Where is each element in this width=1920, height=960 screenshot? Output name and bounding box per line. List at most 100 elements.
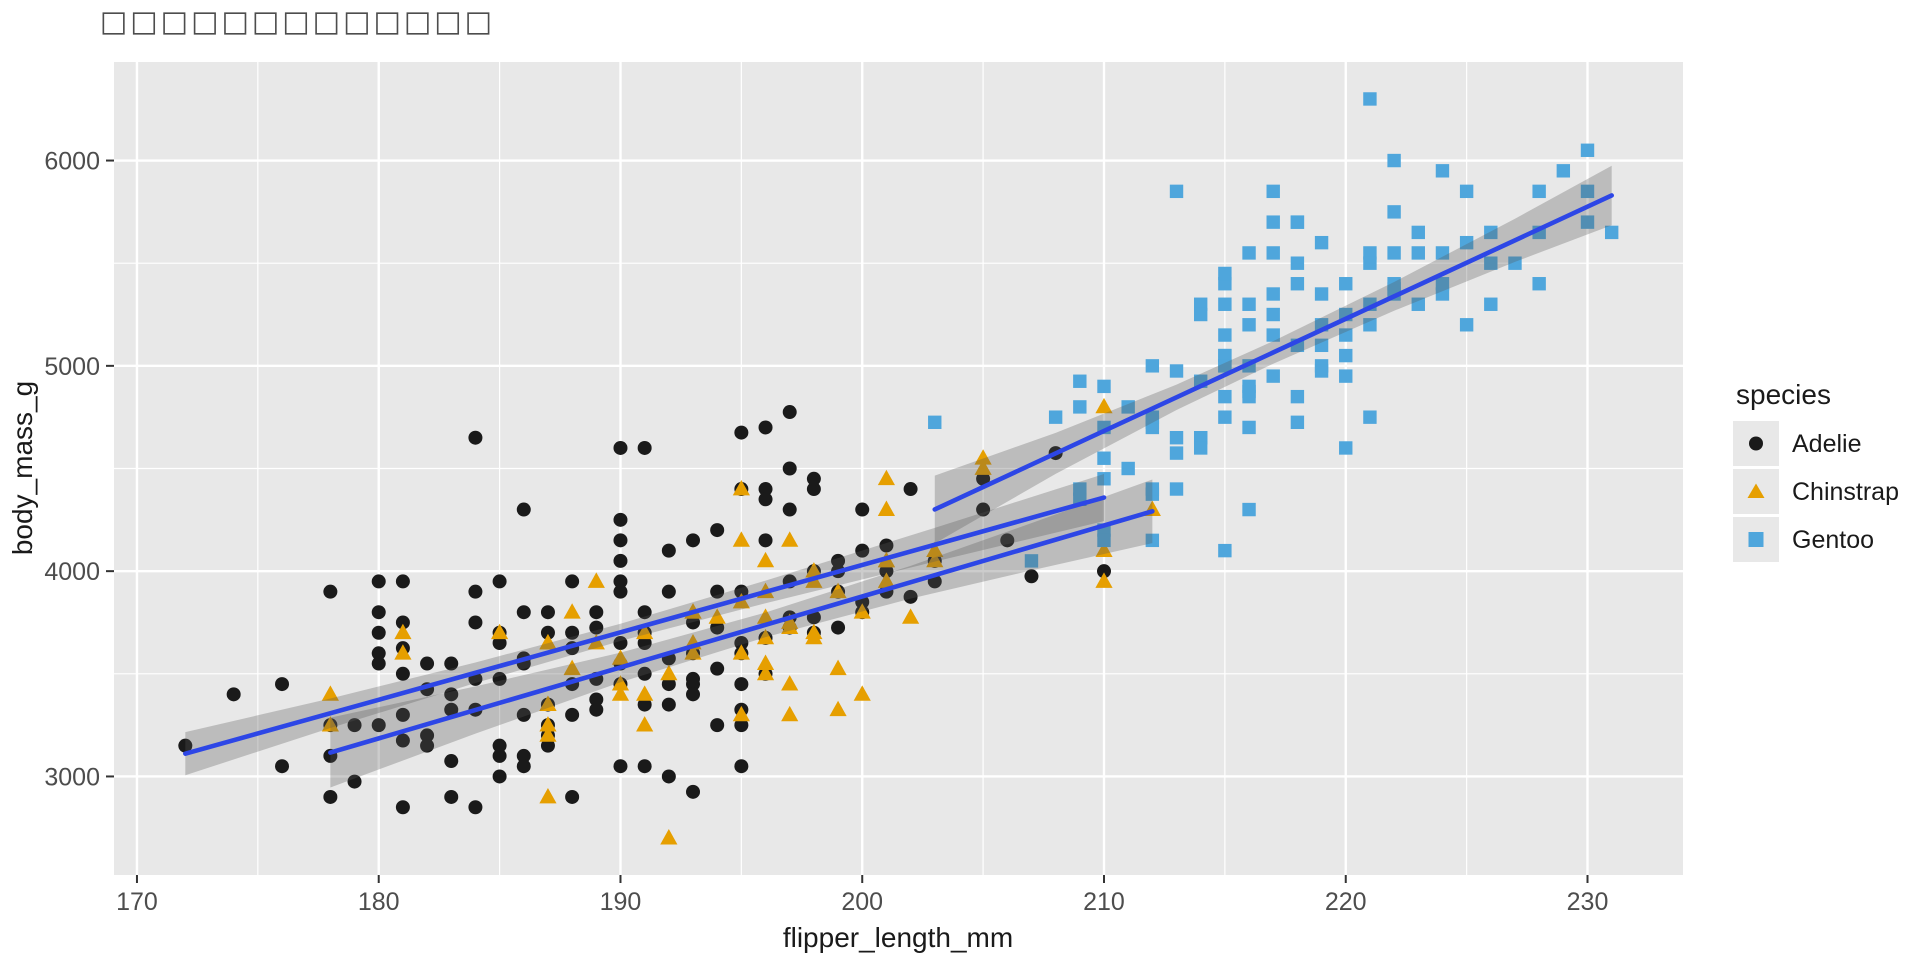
point-chinstrap <box>829 582 847 599</box>
point-adelie <box>395 733 410 748</box>
point-gentoo <box>1459 235 1474 250</box>
point-adelie <box>734 425 749 440</box>
point-adelie <box>371 656 386 671</box>
point-adelie <box>444 754 459 769</box>
point-adelie <box>226 687 241 702</box>
point-gentoo <box>1266 328 1280 342</box>
point-gentoo <box>1556 164 1571 178</box>
point-adelie <box>831 620 846 635</box>
point-chinstrap <box>732 644 750 660</box>
point-gentoo <box>1387 277 1401 291</box>
point-gentoo <box>1387 246 1401 260</box>
point-chinstrap <box>732 480 750 496</box>
x-tick-label: 220 <box>1325 888 1367 916</box>
point-chinstrap <box>732 531 750 547</box>
point-adelie <box>516 502 531 517</box>
point-adelie <box>565 574 580 589</box>
point-chinstrap <box>563 659 581 676</box>
point-chinstrap <box>805 562 823 578</box>
point-chinstrap <box>684 644 702 660</box>
point-gentoo <box>1218 410 1232 424</box>
point-adelie <box>976 471 991 486</box>
data-points <box>178 92 1619 845</box>
point-chinstrap <box>805 628 823 645</box>
point-gentoo <box>1435 164 1450 178</box>
point-gentoo <box>1218 389 1232 404</box>
point-gentoo <box>1218 277 1232 291</box>
point-adelie <box>637 636 652 651</box>
y-tick-label: 6000 <box>44 148 100 176</box>
point-gentoo <box>1121 400 1135 414</box>
point-chinstrap <box>829 659 847 676</box>
point-gentoo <box>1532 277 1546 291</box>
point-adelie <box>806 482 821 497</box>
legend-item-gentoo: Gentoo <box>1733 517 1874 562</box>
point-adelie <box>347 718 362 733</box>
point-adelie <box>420 728 435 743</box>
point-chinstrap <box>611 685 630 701</box>
point-gentoo <box>1218 297 1232 311</box>
point-adelie <box>613 553 628 568</box>
point-adelie <box>686 615 701 630</box>
point-gentoo <box>1580 184 1595 199</box>
point-adelie <box>613 584 628 599</box>
point-gentoo <box>1387 153 1401 168</box>
point-adelie <box>879 538 894 553</box>
point-gentoo <box>1314 338 1329 353</box>
point-gentoo <box>1339 441 1353 455</box>
point-gentoo <box>1363 246 1377 260</box>
point-adelie <box>420 738 435 753</box>
point-chinstrap <box>877 500 896 516</box>
point-chinstrap <box>756 654 775 670</box>
point-gentoo <box>1411 225 1425 240</box>
point-adelie <box>444 789 459 804</box>
point-adelie <box>661 584 676 599</box>
point-chinstrap <box>877 469 896 486</box>
gentoo-square-icon <box>1748 532 1764 547</box>
chinstrap-triangle-icon <box>1747 483 1765 498</box>
point-gentoo <box>1363 256 1377 270</box>
point-adelie <box>710 523 725 538</box>
y-tick-label: 4000 <box>44 558 100 586</box>
legend: species Adelie Chinstrap Gentoo <box>1733 379 1899 562</box>
point-chinstrap <box>853 603 871 619</box>
point-chinstrap <box>636 623 654 640</box>
point-gentoo <box>1532 184 1546 199</box>
point-chinstrap <box>781 705 799 722</box>
point-adelie <box>371 574 386 589</box>
point-chinstrap <box>1095 397 1113 414</box>
point-adelie <box>613 440 628 455</box>
point-adelie <box>613 512 628 527</box>
point-adelie <box>516 759 531 774</box>
point-chinstrap <box>829 700 847 717</box>
point-gentoo <box>1024 554 1039 568</box>
point-gentoo <box>1314 364 1329 378</box>
point-adelie <box>468 584 483 599</box>
point-adelie <box>734 636 749 651</box>
point-adelie <box>178 738 193 753</box>
point-gentoo <box>1339 369 1353 383</box>
point-adelie <box>758 492 773 507</box>
point-chinstrap <box>781 613 799 629</box>
point-adelie <box>903 589 918 604</box>
point-gentoo <box>1097 533 1111 548</box>
point-adelie <box>468 615 483 630</box>
point-adelie <box>516 707 531 722</box>
point-gentoo <box>1508 256 1522 270</box>
point-chinstrap <box>781 531 799 547</box>
point-adelie <box>371 718 386 733</box>
point-gentoo <box>1339 328 1353 342</box>
point-gentoo <box>1097 451 1111 465</box>
point-adelie <box>613 636 628 651</box>
point-adelie <box>395 707 410 722</box>
point-gentoo <box>1387 205 1401 219</box>
point-adelie <box>686 533 701 548</box>
point-gentoo <box>1266 287 1280 301</box>
point-gentoo <box>1580 215 1595 229</box>
point-adelie <box>492 748 507 763</box>
point-adelie <box>395 574 410 589</box>
point-gentoo <box>1459 318 1474 332</box>
point-adelie <box>758 420 773 435</box>
point-gentoo <box>1266 184 1280 199</box>
point-adelie <box>468 430 483 445</box>
